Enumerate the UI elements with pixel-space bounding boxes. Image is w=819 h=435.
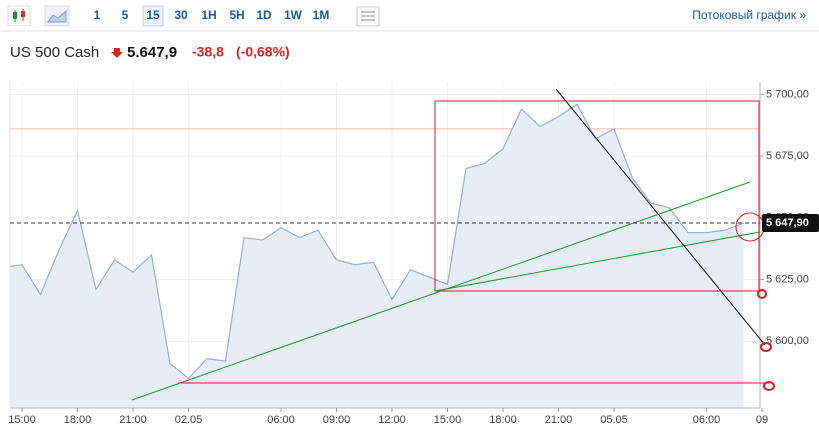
interval-button[interactable]: 1M xyxy=(313,8,330,22)
y-tick-label: 5 625,00 xyxy=(766,273,809,285)
down-arrow xyxy=(111,48,123,58)
x-tick-label: 02.05 xyxy=(175,414,203,426)
toolbar: 1 5 15 30 1H 5H 1D 1W 1M Потоковый график » xyxy=(0,5,819,32)
change: -38,8 xyxy=(192,44,224,60)
stream-link[interactable]: Потоковый график » xyxy=(692,8,806,22)
annotation-circle xyxy=(757,289,767,299)
x-tick-label: 06:00 xyxy=(267,414,295,426)
interval-button[interactable]: 5H xyxy=(229,8,244,22)
trend-line xyxy=(555,88,766,346)
interval-button[interactable]: 1H xyxy=(201,8,216,22)
x-tick-label: 12:00 xyxy=(378,414,406,426)
x-tick-label: 18:00 xyxy=(489,414,517,426)
price: 5.647,9 xyxy=(127,44,177,61)
y-tick-label: 5 700,00 xyxy=(766,88,809,100)
interval-button[interactable]: 5 xyxy=(122,8,129,22)
price-overlay: 5 647,90 xyxy=(10,214,819,233)
last-price-label: 5 647,90 xyxy=(766,217,809,229)
plot: 5 600,005 625,005 650,005 675,005 700,00… xyxy=(8,82,809,426)
y-tick-label: 5 600,00 xyxy=(766,335,809,347)
x-tick-label: 09 xyxy=(756,414,768,426)
annotation-circle xyxy=(763,381,775,391)
trend-line xyxy=(434,231,761,292)
area-fill xyxy=(10,104,744,408)
y-tick-label: 5 675,00 xyxy=(766,150,809,162)
instrument-name: US 500 Cash xyxy=(10,44,99,61)
change-percent: (-0,68%) xyxy=(236,44,290,60)
x-tick-label: 06:00 xyxy=(693,414,721,426)
trend-line xyxy=(131,181,751,401)
interval-selected xyxy=(142,5,164,27)
x-tick-label: 18:00 xyxy=(64,414,92,426)
interval-button[interactable]: 1W xyxy=(284,8,303,22)
x-tick-label: 09:00 xyxy=(323,414,351,426)
x-tick-label: 05.05 xyxy=(600,414,628,426)
x-tick-label: 21:00 xyxy=(545,414,573,426)
annotation-circle xyxy=(760,342,772,352)
last-price-box xyxy=(762,214,819,233)
interval-button[interactable]: 15 xyxy=(146,8,160,22)
area-line xyxy=(10,103,744,380)
series xyxy=(10,103,744,408)
x-tick-label: 15:00 xyxy=(434,414,462,426)
interval-button[interactable]: 1D xyxy=(256,8,272,22)
interval-button[interactable]: 1 xyxy=(94,8,101,22)
candle-icon[interactable] xyxy=(7,5,31,27)
x-tick-label: 21:00 xyxy=(119,414,147,426)
interval-group: 1 5 15 30 1H 5H 1D 1W 1M xyxy=(94,5,330,27)
x-tick-label: 15:00 xyxy=(8,414,36,426)
interval-button[interactable]: 30 xyxy=(174,8,188,22)
quote: US 500 Cash 5.647,9 -38,8 (-0,68%) xyxy=(10,44,290,61)
